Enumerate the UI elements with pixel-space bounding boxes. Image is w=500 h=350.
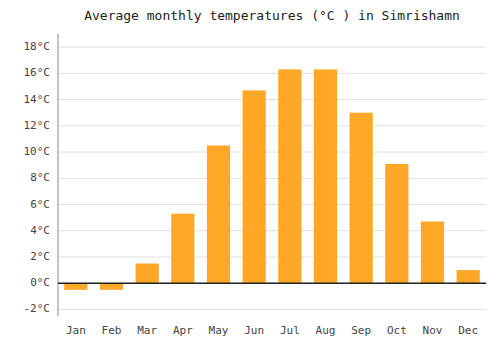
bar bbox=[100, 283, 123, 290]
bar bbox=[314, 69, 337, 283]
y-tick-label: 10°C bbox=[24, 145, 51, 158]
chart-container: Average monthly temperatures (°C ) in Si… bbox=[0, 0, 500, 350]
grid-line bbox=[58, 152, 486, 153]
y-tick-label: 4°C bbox=[30, 224, 50, 237]
zero-line bbox=[58, 282, 486, 284]
bar bbox=[64, 283, 87, 290]
x-tick-label: Dec bbox=[458, 324, 478, 337]
bar bbox=[350, 113, 373, 284]
x-tick-label: Jan bbox=[66, 324, 86, 337]
x-tick-label: Oct bbox=[387, 324, 407, 337]
y-tick-label: 2°C bbox=[30, 250, 50, 263]
x-tick-label: Feb bbox=[102, 324, 122, 337]
title: Average monthly temperatures (°C ) in Si… bbox=[84, 8, 460, 23]
bar bbox=[421, 222, 444, 284]
y-tick-label: 14°C bbox=[24, 93, 51, 106]
grid-line bbox=[58, 125, 486, 126]
y-tick-label: 8°C bbox=[30, 171, 50, 184]
bar bbox=[207, 145, 230, 283]
y-ticks: -2°C 0°C 2°C 4°C 6°C 8°C 10°C 12°C 14°C 16°C 18°C bbox=[24, 40, 51, 315]
x-tick-label: Aug bbox=[316, 324, 336, 337]
grid bbox=[58, 47, 486, 309]
grid-line bbox=[58, 73, 486, 74]
x-tick-label: Apr bbox=[173, 324, 193, 337]
grid-line bbox=[58, 283, 486, 284]
y-tick-label: -2°C bbox=[24, 302, 51, 315]
bar bbox=[136, 264, 159, 284]
x-ticks: Jan Feb Mar Apr May Jun Jul Aug Sep Oct Nov Dec bbox=[66, 324, 478, 337]
grid-line bbox=[58, 47, 486, 48]
x-tick-label: Mar bbox=[137, 324, 157, 337]
x-tick-label: Nov bbox=[423, 324, 443, 337]
bar bbox=[385, 164, 408, 283]
x-tick-label: Jul bbox=[280, 324, 300, 337]
grid-line bbox=[58, 178, 486, 179]
x-tick-label: Sep bbox=[351, 324, 371, 337]
y-tick-label: 16°C bbox=[24, 66, 51, 79]
x-tick-label: May bbox=[209, 324, 229, 337]
bar bbox=[457, 270, 480, 283]
x-tick-label: Jun bbox=[244, 324, 264, 337]
grid-line bbox=[58, 204, 486, 205]
y-tick-label: 12°C bbox=[24, 119, 51, 132]
chart: Average monthly temperatures (°C ) in Si… bbox=[0, 0, 500, 350]
y-tick-label: 0°C bbox=[30, 276, 50, 289]
y-tick-label: 18°C bbox=[24, 40, 51, 53]
grid-line bbox=[58, 309, 486, 310]
bar bbox=[278, 69, 301, 283]
bars bbox=[64, 69, 480, 289]
grid-line bbox=[58, 99, 486, 100]
bar bbox=[171, 214, 194, 284]
y-tick-label: 6°C bbox=[30, 198, 50, 211]
bar bbox=[243, 90, 266, 283]
y-axis-line bbox=[58, 34, 59, 316]
